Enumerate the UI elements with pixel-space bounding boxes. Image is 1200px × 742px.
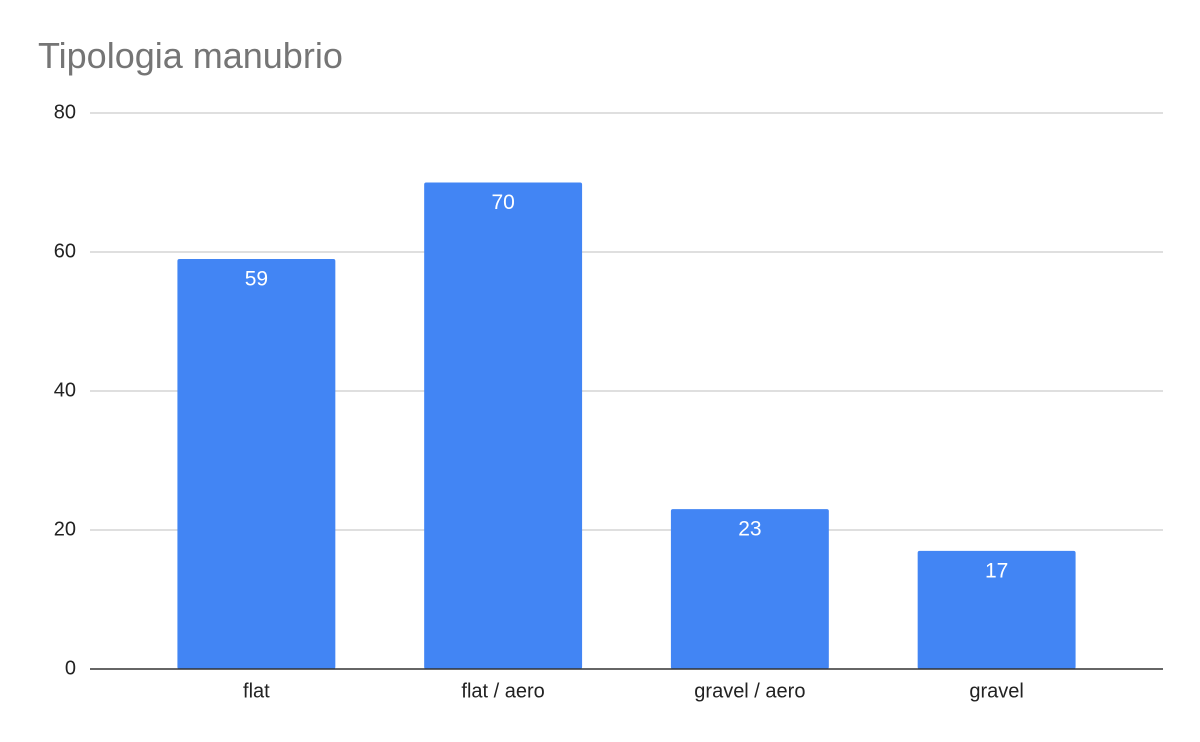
y-tick-label: 0 [65, 657, 76, 679]
x-tick-label: gravel [969, 680, 1023, 702]
y-tick-label: 80 [54, 101, 76, 123]
x-tick-label: flat [243, 680, 270, 702]
bar [917, 550, 1076, 669]
x-tick-label: flat / aero [461, 680, 544, 702]
chart-title: Tipologia manubrio [38, 35, 343, 76]
bar [177, 258, 336, 669]
x-tick-label: gravel / aero [694, 680, 805, 702]
value-label: 70 [491, 191, 514, 214]
value-label: 23 [738, 518, 761, 541]
y-tick-label: 20 [54, 518, 76, 540]
bar [670, 509, 829, 669]
y-tick-label: 60 [54, 240, 76, 262]
bar [424, 182, 583, 669]
value-label: 17 [985, 559, 1008, 582]
value-label: 59 [245, 267, 268, 290]
y-tick-label: 40 [54, 379, 76, 401]
